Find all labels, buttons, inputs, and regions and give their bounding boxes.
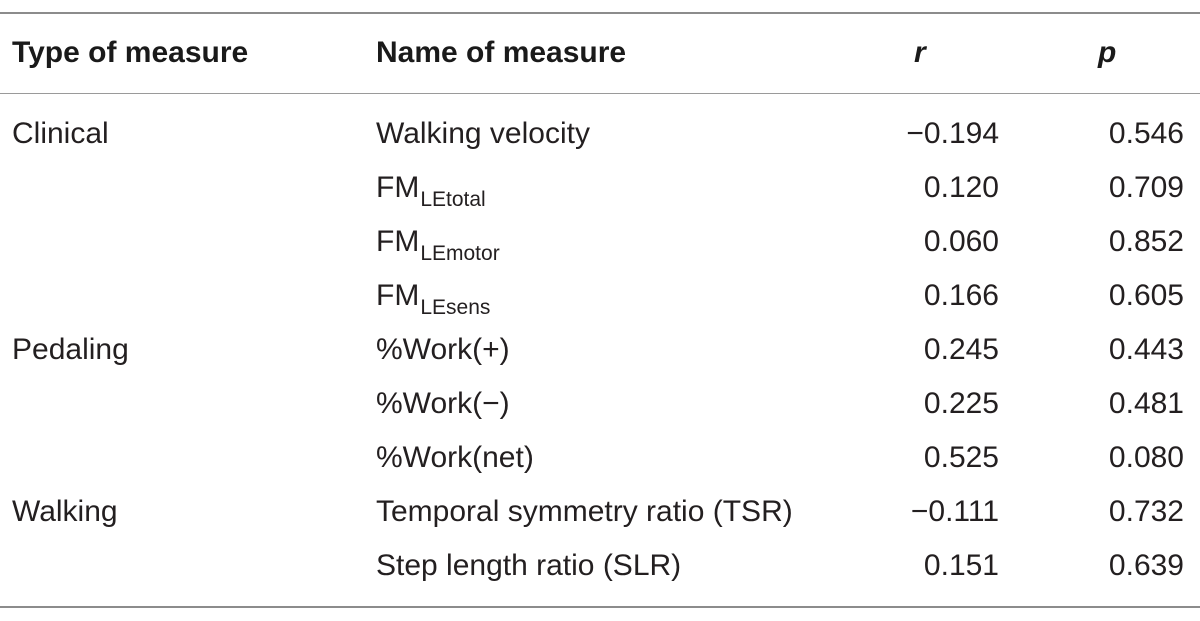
table-row: %Work(−) 0.225 0.481 bbox=[0, 377, 1200, 431]
r-value-cell: −0.111 bbox=[910, 495, 999, 528]
p-value-cell: 0.546 bbox=[1108, 117, 1184, 150]
table-bottom-rule bbox=[0, 606, 1200, 608]
measure-name-cell: %Work(+) bbox=[376, 323, 511, 380]
measure-name-cell: Walking velocity bbox=[376, 107, 591, 164]
r-value-cell: 0.225 bbox=[923, 387, 999, 420]
r-value-cell: 0.151 bbox=[923, 549, 999, 582]
measure-name-text: Temporal symmetry ratio (TSR) bbox=[376, 495, 793, 528]
measure-name-cell: FMLEmotor bbox=[376, 215, 500, 272]
measure-name-text: FM bbox=[376, 225, 420, 258]
table-row: FMLEsens 0.166 0.605 bbox=[0, 269, 1200, 323]
table-row: %Work(net) 0.525 0.080 bbox=[0, 431, 1200, 485]
type-cell: Walking bbox=[12, 495, 118, 528]
r-value-cell: 0.120 bbox=[923, 171, 999, 204]
measure-name-subscript: LEsens bbox=[420, 296, 491, 319]
measure-name-text: %Work(+) bbox=[376, 333, 510, 366]
measure-name-text: FM bbox=[376, 171, 420, 204]
r-value-cell: 0.166 bbox=[923, 279, 999, 312]
table-header-row: Type of measure Name of measure r p bbox=[0, 26, 1200, 80]
type-cell: Pedaling bbox=[12, 333, 129, 366]
p-value-cell: 0.481 bbox=[1108, 387, 1184, 420]
measure-name-cell: FMLEsens bbox=[376, 269, 490, 326]
measure-name-text: Walking velocity bbox=[376, 117, 590, 150]
table-top-rule bbox=[0, 12, 1200, 14]
measure-name-subscript: LEmotor bbox=[420, 242, 500, 265]
measure-name-text: %Work(−) bbox=[376, 387, 510, 420]
table-row: FMLEmotor 0.060 0.852 bbox=[0, 215, 1200, 269]
table-header-rule bbox=[0, 93, 1200, 94]
header-p: p bbox=[1098, 36, 1117, 69]
p-value-cell: 0.605 bbox=[1108, 279, 1184, 312]
p-value-cell: 0.080 bbox=[1108, 441, 1184, 474]
measure-name-cell: Temporal symmetry ratio (TSR) bbox=[376, 485, 794, 542]
p-value-cell: 0.443 bbox=[1108, 333, 1184, 366]
table-row: Walking Temporal symmetry ratio (TSR) −0… bbox=[0, 485, 1200, 539]
measure-name-cell: Step length ratio (SLR) bbox=[376, 539, 682, 596]
r-value-cell: 0.525 bbox=[923, 441, 999, 474]
type-cell: Clinical bbox=[12, 117, 109, 150]
p-value-cell: 0.852 bbox=[1108, 225, 1184, 258]
r-value-cell: 0.245 bbox=[923, 333, 999, 366]
header-name-of-measure: Name of measure bbox=[376, 36, 627, 69]
table-row: Pedaling %Work(+) 0.245 0.443 bbox=[0, 323, 1200, 377]
p-value-cell: 0.709 bbox=[1108, 171, 1184, 204]
header-r: r bbox=[914, 36, 926, 69]
table-row: Clinical Walking velocity −0.194 0.546 bbox=[0, 107, 1200, 161]
measure-name-cell: FMLEtotal bbox=[376, 161, 486, 218]
p-value-cell: 0.639 bbox=[1108, 549, 1184, 582]
measure-name-text: Step length ratio (SLR) bbox=[376, 549, 682, 582]
r-value-cell: −0.194 bbox=[906, 117, 999, 150]
p-value-cell: 0.732 bbox=[1108, 495, 1184, 528]
measure-name-subscript: LEtotal bbox=[420, 188, 486, 211]
header-type-of-measure: Type of measure bbox=[12, 36, 249, 69]
measure-name-text: FM bbox=[376, 279, 420, 312]
table-row: FMLEtotal 0.120 0.709 bbox=[0, 161, 1200, 215]
measure-name-cell: %Work(−) bbox=[376, 377, 511, 434]
measure-name-text: %Work(net) bbox=[376, 441, 534, 474]
r-value-cell: 0.060 bbox=[923, 225, 999, 258]
measure-name-cell: %Work(net) bbox=[376, 431, 535, 488]
table-row: Step length ratio (SLR) 0.151 0.639 bbox=[0, 539, 1200, 593]
